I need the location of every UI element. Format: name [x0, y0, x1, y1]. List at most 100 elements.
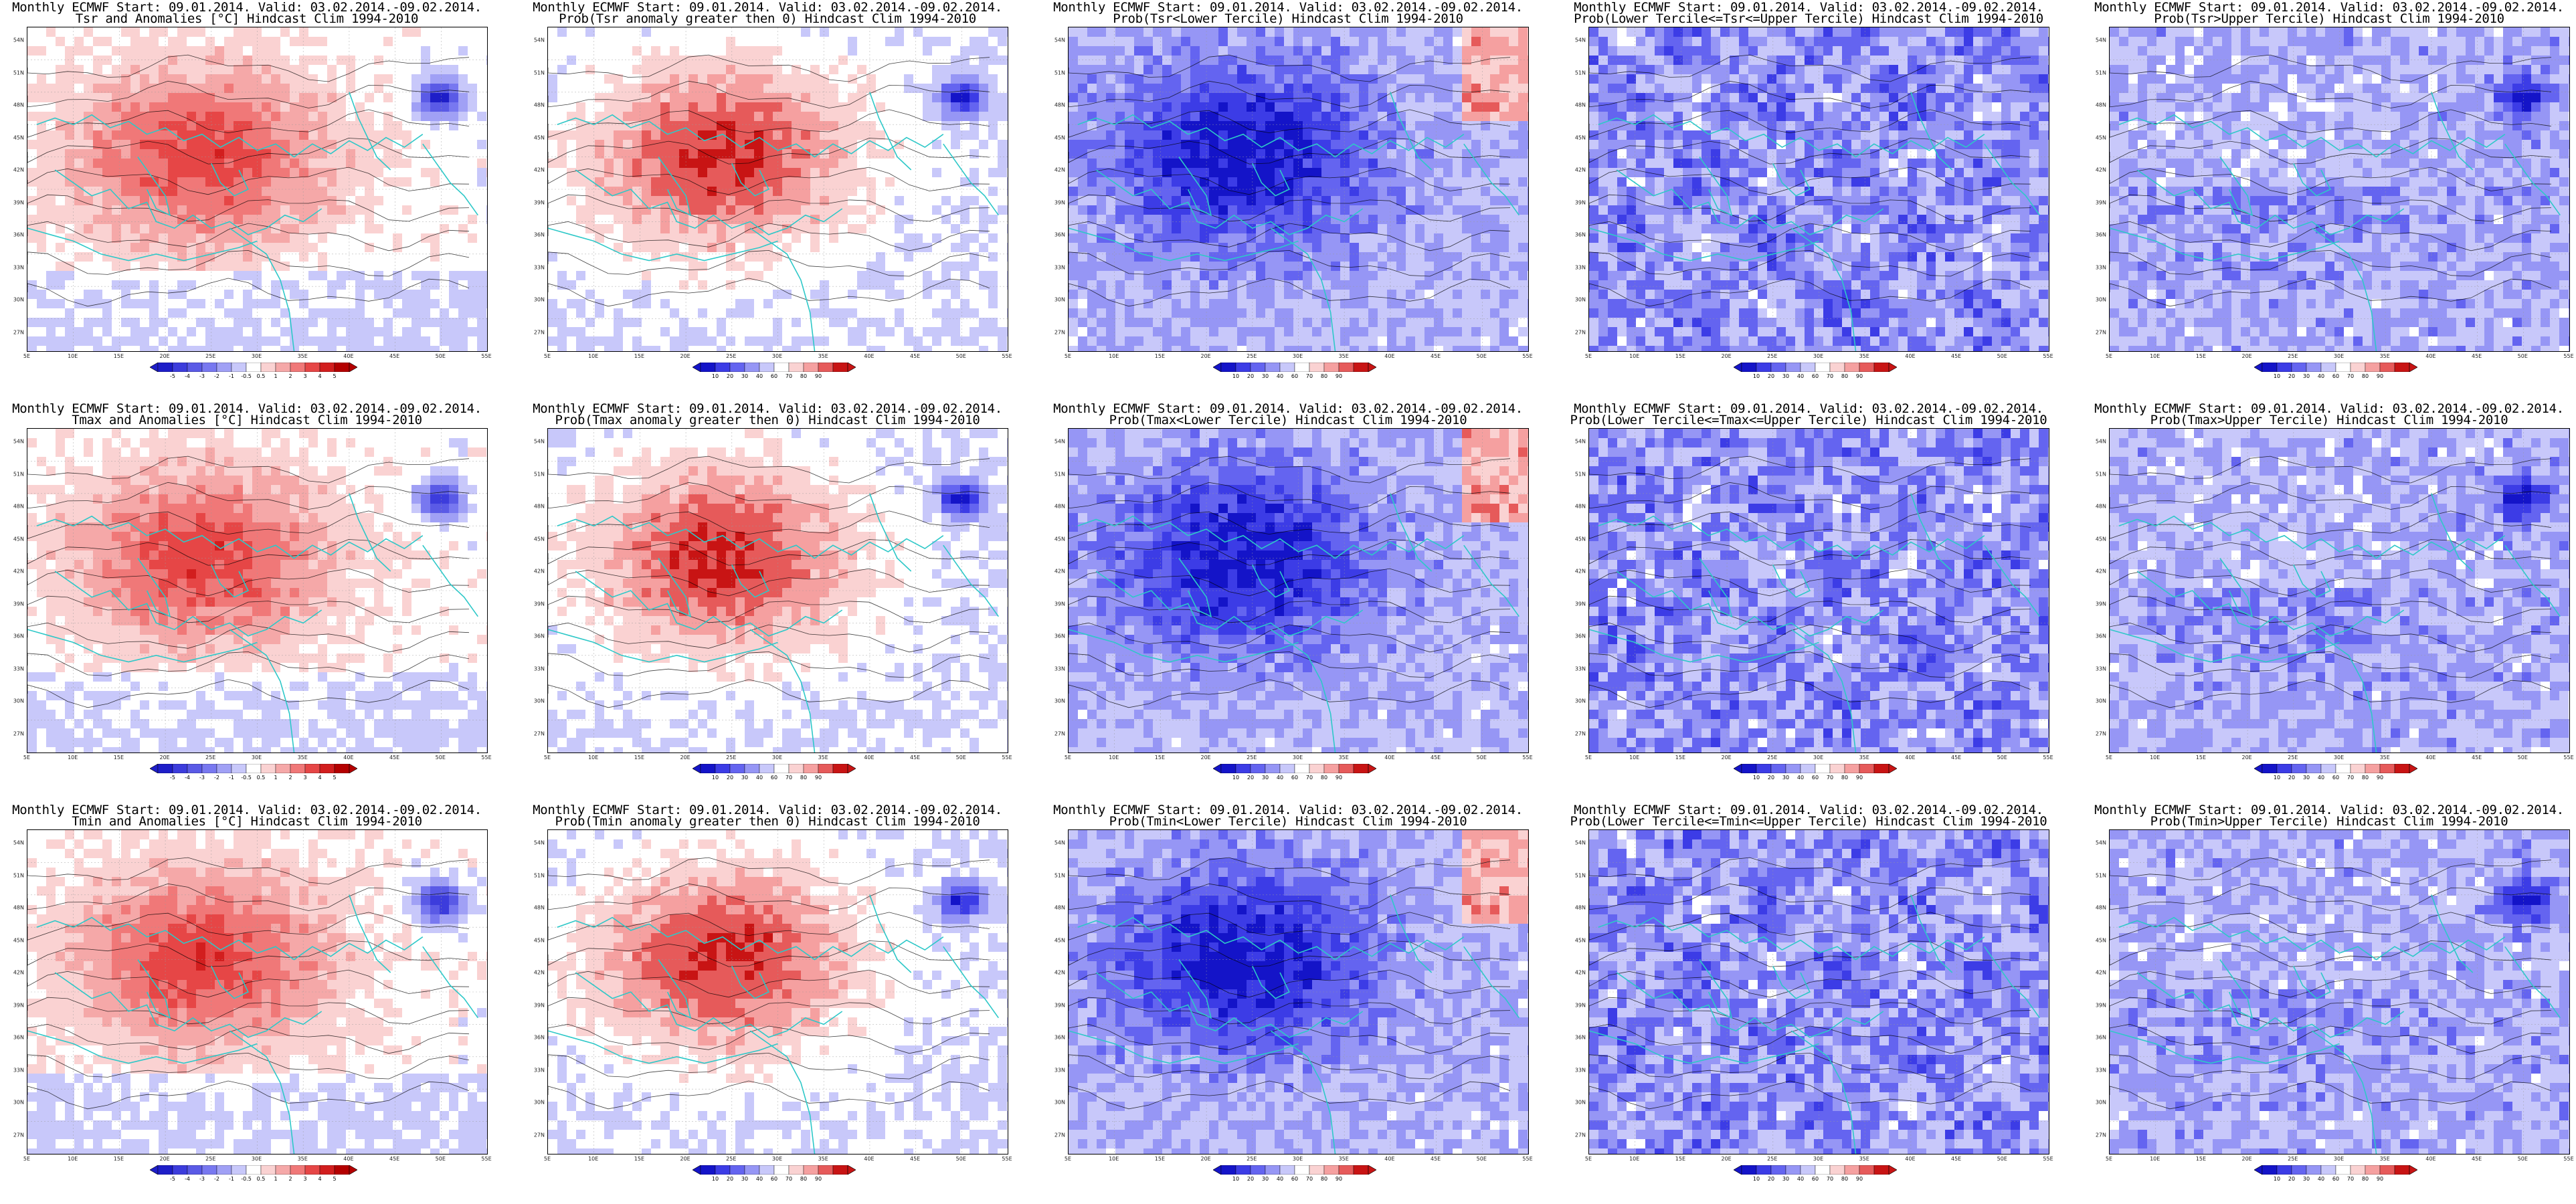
latitude-tick-label: 48N: [1054, 504, 1065, 510]
panel-title: Monthly ECMWF Start: 09.01.2014. Valid: …: [521, 403, 1014, 415]
latitude-tick-label: 27N: [1054, 1132, 1065, 1138]
temperature-contours: [2110, 54, 2552, 307]
colorbar-swatch: [1353, 764, 1369, 773]
colorbar-swatch: [2379, 1165, 2395, 1175]
colorbar-swatch: [788, 1165, 804, 1175]
longitude-tick-label: 30E: [1813, 1156, 1823, 1162]
colorbar-label: 60: [2332, 373, 2339, 379]
latitude-axis: 54N 51N 48N 45N 42N 39N 36N 33N 30N 27N: [2082, 27, 2108, 352]
colorbar-swatch: [1815, 1165, 1831, 1175]
colorbar-swatch: [2365, 764, 2381, 773]
latitude-tick-label: 39N: [534, 199, 545, 205]
colorbar-swatch: [187, 363, 203, 372]
colorbar-swatch: [2350, 363, 2366, 372]
latitude-tick-label: 39N: [1054, 1002, 1065, 1008]
colorbar-swatch: [2320, 363, 2336, 372]
longitude-tick-label: 25E: [1767, 353, 1777, 359]
colorbar-swatch: [334, 764, 350, 773]
coastlines: [548, 92, 999, 351]
colorbar-label: -3: [199, 373, 205, 379]
longitude-tick-label: 15E: [1675, 353, 1685, 359]
latitude-tick-label: 39N: [2096, 199, 2106, 205]
temperature-contours: [548, 456, 990, 708]
colorbar-label: 20: [1768, 775, 1774, 781]
longitude-tick-label: 40E: [343, 1156, 353, 1162]
colorbar-swatches: [1213, 363, 1376, 372]
latitude-tick-label: 27N: [534, 329, 545, 335]
colorbar-swatch: [1785, 363, 1801, 372]
colorbar-label: 60: [1291, 775, 1298, 781]
map-panel-tmax-prob-middle-tercile: Monthly ECMWF Start: 09.01.2014. Valid: …: [1562, 401, 2055, 792]
colorbar-swatch: [1829, 363, 1845, 372]
colorbar-label: 80: [1321, 373, 1327, 379]
colorbar-label: 20: [1247, 1176, 1254, 1182]
longitude-tick-label: 55E: [2043, 755, 2053, 761]
colorbar-swatch: [700, 764, 716, 773]
colorbar-label: 10: [712, 1176, 719, 1182]
longitude-tick-label: 35E: [1339, 755, 1349, 761]
latitude-tick-label: 45N: [534, 536, 545, 542]
latitude-tick-label: 45N: [1054, 937, 1065, 943]
longitude-tick-label: 55E: [1522, 1156, 1532, 1162]
field-shading: [27, 27, 487, 351]
colorbar-labels: 10 20 30 40 60 70 80 90: [693, 775, 856, 783]
latitude-tick-label: 36N: [534, 1035, 545, 1041]
latitude-tick-label: 42N: [1575, 970, 1586, 976]
colorbar-swatch: [2335, 363, 2351, 372]
colorbar-label: 80: [800, 775, 807, 781]
panel-title: Monthly ECMWF Start: 09.01.2014. Valid: …: [2082, 1, 2576, 14]
map-plot: [547, 428, 1008, 753]
longitude-tick-label: 45E: [910, 1156, 920, 1162]
latitude-tick-label: 36N: [13, 232, 24, 238]
map-plot: [27, 27, 488, 352]
colorbar: [1734, 764, 1897, 773]
latitude-axis: 54N 51N 48N 45N 42N 39N 36N 33N 30N 27N: [0, 428, 25, 753]
colorbar-label: 70: [2347, 1176, 2354, 1182]
coastlines: [1589, 92, 2040, 351]
coastlines: [2110, 493, 2561, 752]
colorbar-swatch: [1265, 363, 1281, 372]
longitude-tick-label: 10E: [2150, 1156, 2160, 1162]
colorbar-swatch: [275, 764, 291, 773]
longitude-tick-label: 15E: [1675, 1156, 1685, 1162]
map-panel-tmax-prob-above-zero: Monthly ECMWF Start: 09.01.2014. Valid: …: [521, 401, 1014, 792]
latitude-axis: 54N 51N 48N 45N 42N 39N 36N 33N 30N 27N: [1041, 428, 1067, 753]
colorbar-label: 30: [1782, 373, 1789, 379]
longitude-tick-label: 50E: [956, 1156, 966, 1162]
colorbar-swatch: [1785, 1165, 1801, 1175]
colorbar-swatch: [1741, 1165, 1757, 1175]
latitude-tick-label: 48N: [1575, 504, 1586, 510]
colorbar: [2254, 764, 2417, 773]
latitude-tick-label: 54N: [534, 840, 545, 846]
latitude-tick-label: 48N: [2096, 905, 2106, 911]
colorbar-label: 60: [1812, 373, 1819, 379]
colorbar-swatch: [715, 1165, 731, 1175]
longitude-tick-label: 20E: [1200, 755, 1210, 761]
colorbar-swatch: [157, 1165, 173, 1175]
latitude-tick-label: 39N: [2096, 1002, 2106, 1008]
colorbar-label: 60: [1812, 775, 1819, 781]
colorbar-swatch: [818, 764, 834, 773]
panel-subtitle: Prob(Lower Tercile<=Tsr<=Upper Tercile) …: [1562, 13, 2055, 25]
colorbar-swatch: [2394, 363, 2410, 372]
colorbar-label: 90: [2377, 373, 2383, 379]
colorbar-swatch: [2291, 1165, 2307, 1175]
latitude-tick-label: 39N: [1575, 1002, 1586, 1008]
latitude-tick-label: 51N: [1575, 872, 1586, 878]
panel-subtitle: Prob(Tsr anomaly greater then 0) Hindcas…: [521, 13, 1014, 25]
latitude-tick-label: 30N: [2096, 698, 2106, 704]
colorbar-label: 70: [1827, 775, 1833, 781]
colorbar-label: 70: [1306, 1176, 1313, 1182]
panel-title: Monthly ECMWF Start: 09.01.2014. Valid: …: [0, 804, 494, 817]
colorbar: [1213, 764, 1376, 773]
colorbar-label: 90: [815, 373, 822, 379]
latitude-axis: 54N 51N 48N 45N 42N 39N 36N 33N 30N 27N: [0, 829, 25, 1155]
panel-title: Monthly ECMWF Start: 09.01.2014. Valid: …: [1041, 403, 1535, 415]
colorbar-swatch: [1279, 764, 1295, 773]
latitude-tick-label: 30N: [1054, 698, 1065, 704]
latitude-tick-label: 54N: [13, 840, 24, 846]
colorbar: [693, 363, 856, 372]
colorbar: [1213, 363, 1376, 372]
longitude-tick-label: 55E: [481, 1156, 491, 1162]
colorbar-swatch: [2262, 363, 2278, 372]
